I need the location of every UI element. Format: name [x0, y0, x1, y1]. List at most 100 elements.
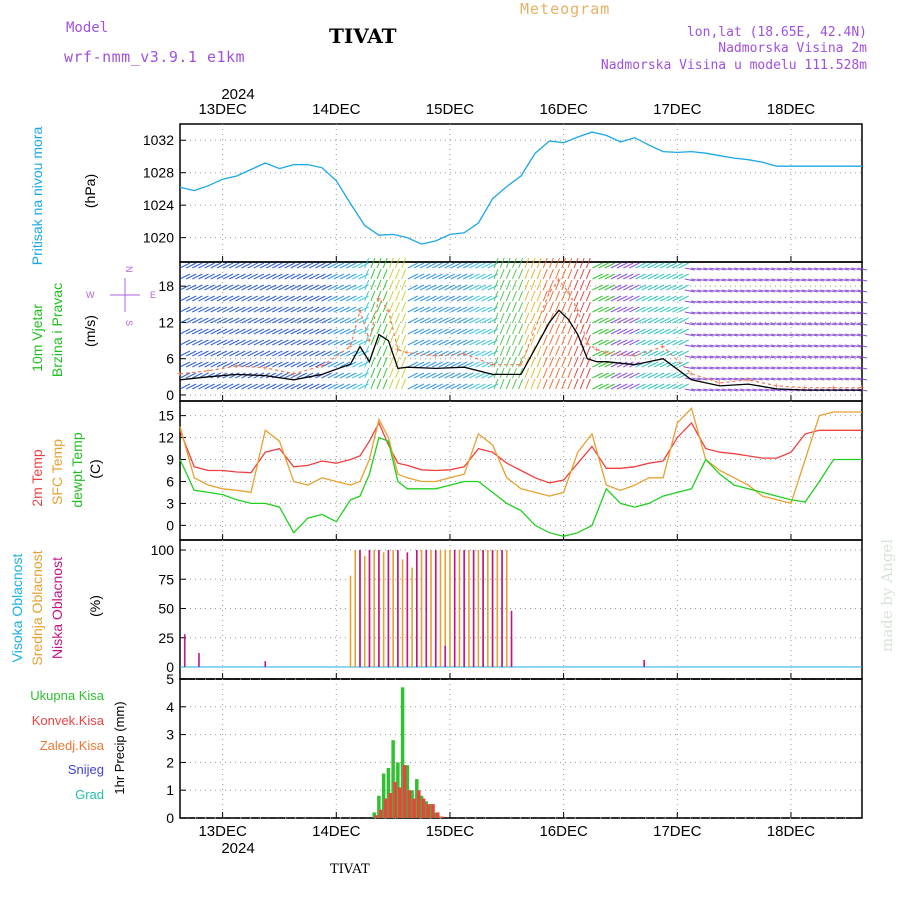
wind-barb — [684, 278, 695, 282]
conv_precip-bar — [436, 812, 440, 818]
day-tick-bottom-13dec: 13DEC — [198, 823, 247, 840]
wind-barb — [352, 284, 363, 291]
wind-barb — [536, 279, 542, 291]
gust-marker: + — [546, 287, 551, 297]
wind-barb — [444, 295, 455, 302]
wind-barb — [629, 317, 640, 324]
mid_cloud-bar — [430, 550, 432, 667]
wind-barb — [789, 311, 800, 315]
wind-barb — [265, 372, 277, 379]
wind-barb — [401, 268, 407, 280]
wind-barb — [857, 267, 868, 271]
wind-barb — [327, 317, 338, 324]
conv_precip-bar — [440, 816, 445, 818]
wind-barb — [826, 267, 837, 271]
wind-barb — [598, 350, 609, 357]
wind-barb — [598, 295, 609, 302]
wind-barb — [690, 377, 702, 381]
legend-hail: Grad — [75, 787, 104, 802]
wind-barb — [229, 361, 240, 368]
wind-barb — [807, 333, 819, 337]
wind-barb — [352, 372, 363, 379]
wind-barb — [801, 333, 812, 337]
wind-barb — [512, 378, 517, 390]
wind-barb — [247, 295, 258, 302]
wind-barb — [346, 284, 357, 291]
wind-barb — [709, 267, 720, 271]
temp-ylabel-3: dewpt Temp — [69, 432, 85, 507]
wind-barb — [505, 356, 511, 368]
wind-barb — [346, 383, 357, 390]
wind-barb — [666, 284, 677, 291]
wind-barb — [321, 350, 332, 357]
wind-barb — [832, 344, 843, 348]
wind-barb — [518, 290, 524, 302]
wind-barb — [469, 328, 480, 335]
wind-barb — [376, 279, 382, 291]
wind-barb — [777, 289, 788, 293]
wind-barb — [216, 317, 228, 324]
wind-barb — [462, 372, 474, 379]
wind-barb — [321, 284, 332, 291]
wind-barb — [604, 306, 616, 313]
wind-barb — [401, 312, 407, 324]
conv_precip-bar — [393, 781, 397, 818]
wind-barb — [339, 350, 351, 357]
wind-barb — [530, 279, 536, 291]
wind-barb — [235, 295, 246, 302]
wind-barb — [764, 289, 776, 293]
wind-barb — [216, 262, 228, 269]
wind-barb — [684, 311, 695, 315]
wind-barb — [795, 289, 806, 293]
wind-barb — [505, 378, 511, 390]
wind-barb — [278, 306, 289, 313]
wind-barb — [302, 262, 314, 269]
wind-barb — [438, 306, 449, 313]
wind-barb — [764, 366, 776, 370]
wind-barb — [629, 262, 640, 269]
wind-barb — [715, 300, 726, 304]
wind-barb — [734, 344, 745, 348]
wind-barb — [198, 328, 209, 335]
wind-barb — [838, 377, 849, 381]
compass-e: E — [150, 290, 156, 300]
wind-barb — [684, 289, 695, 293]
wind-barb — [838, 300, 849, 304]
wind-ytick-label: 6 — [166, 351, 174, 367]
wind-ylabel: 10m Vjetar — [29, 304, 45, 372]
wind-barb — [419, 350, 431, 357]
wind-barb — [518, 268, 524, 280]
wind-ytick-label: 0 — [166, 387, 174, 403]
wind-barb — [530, 290, 536, 302]
wind-barb — [838, 311, 849, 315]
wind-barb — [795, 344, 806, 348]
wind-barb — [734, 289, 745, 293]
mid_cloud-bar — [411, 567, 413, 667]
wind-barb — [198, 350, 209, 357]
wind-barb — [561, 257, 567, 269]
wind-barb — [216, 328, 228, 335]
wind-barb — [518, 323, 524, 335]
wind-barb — [444, 306, 455, 313]
wind-barb — [524, 279, 530, 291]
wind-barb — [272, 295, 283, 302]
wind-barb — [315, 328, 326, 335]
wind-barb — [426, 273, 437, 280]
wind-barb-field — [179, 257, 868, 392]
wind-barb — [388, 367, 394, 379]
wind-barb — [641, 317, 652, 324]
wind-barb — [709, 311, 720, 315]
dewpt-line — [179, 436, 862, 537]
wind-barb — [278, 350, 289, 357]
wind-barb — [789, 289, 800, 293]
mid_cloud-bar — [477, 550, 480, 667]
wind-barb — [462, 295, 474, 302]
wind-barb — [857, 322, 868, 326]
wind-barb — [610, 284, 622, 291]
wind-barb — [832, 300, 843, 304]
wind-barb — [536, 345, 542, 357]
wind-barb — [222, 328, 234, 335]
wind-barb — [481, 273, 492, 280]
wind-barb — [462, 284, 474, 291]
